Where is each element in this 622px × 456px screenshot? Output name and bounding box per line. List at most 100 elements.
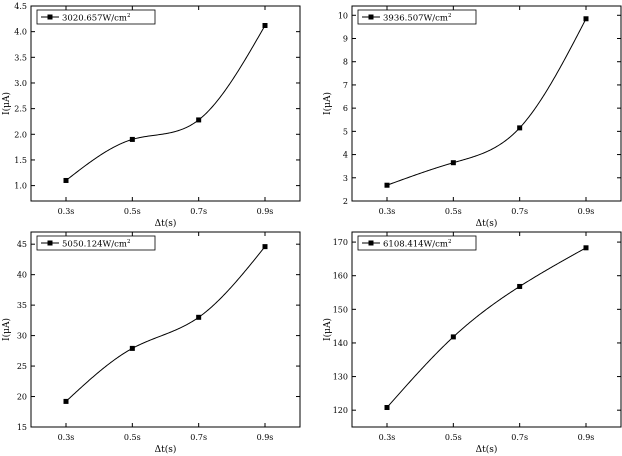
data-point xyxy=(196,314,202,320)
plot-frame xyxy=(351,5,622,202)
y-axis-title: I(μA) xyxy=(1,92,12,115)
chart-panel-4: 120 130 140 150 160 170 0.3s 0.5s 0.7s 0.9s Δt(s) I… xyxy=(322,231,622,455)
x-tick-label: 0.5s xyxy=(124,207,141,216)
x-tick-label: 0.3s xyxy=(58,207,75,216)
x-tick-label: 0.5s xyxy=(124,433,141,442)
y-axis-title: I(μA) xyxy=(322,318,333,341)
legend-label-superscript: 2 xyxy=(127,239,131,245)
series-line xyxy=(386,18,587,186)
data-point xyxy=(450,160,456,166)
y-tick-label: 2 xyxy=(343,197,348,206)
plot-frame xyxy=(351,231,622,428)
y-tick-label: 8 xyxy=(343,58,348,67)
y-tick-label: 30 xyxy=(17,332,27,341)
data-point xyxy=(517,125,523,131)
plot-frame xyxy=(30,231,301,428)
y-tick-label: 4.5 xyxy=(14,2,27,11)
chart-panel-2: 2 3 4 5 6 7 8 9 10 0.3s 0.5s 0.7s 0.9s Δt(s) I(μA) 3936… xyxy=(322,5,622,229)
y-tick-label: 15 xyxy=(17,423,27,432)
x-axis-title: Δt(s) xyxy=(155,444,177,455)
legend-label-superscript: 2 xyxy=(448,13,452,19)
legend-box xyxy=(36,235,156,251)
series-line xyxy=(65,246,266,402)
data-point xyxy=(262,23,268,28)
y-tick-label: 10 xyxy=(338,11,348,20)
y-axis-title: I(μA) xyxy=(322,92,333,115)
legend-marker xyxy=(47,240,53,246)
x-tick-label: 0.9s xyxy=(257,207,274,216)
x-tick-label: 0.7s xyxy=(190,433,207,442)
y-tick-label: 150 xyxy=(333,305,348,314)
y-tick-label: 3.0 xyxy=(14,79,27,88)
y-tick-label: 4.0 xyxy=(14,28,27,37)
x-tick-label: 0.5s xyxy=(445,207,462,216)
y-tick-label: 7 xyxy=(343,81,348,90)
y-tick-label: 1.5 xyxy=(14,156,27,165)
x-tick-label: 0.9s xyxy=(578,433,595,442)
y-tick-label: 40 xyxy=(17,271,27,280)
x-tick-label: 0.7s xyxy=(511,433,528,442)
data-point xyxy=(583,16,589,22)
data-point xyxy=(129,136,135,142)
y-tick-label: 2.5 xyxy=(14,105,27,114)
y-tick-label: 1.0 xyxy=(14,182,27,191)
data-point xyxy=(63,398,69,404)
y-axis-title: I(μA) xyxy=(1,318,12,341)
x-tick-label: 0.5s xyxy=(445,433,462,442)
y-tick-label: 3.5 xyxy=(14,53,27,62)
y-tick-label: 130 xyxy=(333,373,348,382)
legend-label-main: 3020.657W/cm xyxy=(62,14,127,24)
data-point xyxy=(384,182,390,188)
legend-label: 5050.124W/cm2 xyxy=(62,239,130,250)
legend-marker xyxy=(47,14,53,20)
x-tick-label: 0.7s xyxy=(511,207,528,216)
legend-box xyxy=(36,9,156,25)
x-axis-title: Δt(s) xyxy=(155,218,177,229)
x-tick-label: 0.3s xyxy=(379,207,396,216)
y-tick-label: 20 xyxy=(17,393,27,402)
x-tick-label: 0.9s xyxy=(578,207,595,216)
legend-label-main: 3936.507W/cm xyxy=(383,14,448,24)
y-tick-label: 45 xyxy=(17,240,27,249)
x-axis-title: Δt(s) xyxy=(476,218,498,229)
legend-label-superscript: 2 xyxy=(448,239,452,245)
legend-label: 3936.507W/cm2 xyxy=(383,13,451,24)
legend-label: 3020.657W/cm2 xyxy=(62,13,130,24)
y-tick-label: 140 xyxy=(333,339,348,348)
y-tick-label: 9 xyxy=(343,35,348,44)
legend-marker xyxy=(368,240,374,246)
data-point xyxy=(262,244,268,250)
y-tick-label: 6 xyxy=(343,104,348,113)
legend-label-main: 6108.414W/cm xyxy=(383,240,448,250)
legend-box xyxy=(357,235,477,251)
series-line xyxy=(65,25,266,181)
y-tick-label: 35 xyxy=(17,301,27,310)
y-tick-label: 120 xyxy=(333,406,348,415)
y-tick-label: 2.0 xyxy=(14,130,27,139)
y-tick-label: 5 xyxy=(343,127,348,136)
data-point xyxy=(129,345,135,351)
plot-frame xyxy=(30,5,301,202)
y-tick-label: 3 xyxy=(343,174,348,183)
data-point xyxy=(63,177,69,183)
data-point xyxy=(450,334,456,340)
x-tick-label: 0.3s xyxy=(379,433,396,442)
legend-label-main: 5050.124W/cm xyxy=(62,240,127,250)
legend-label-superscript: 2 xyxy=(127,13,131,19)
data-point xyxy=(196,117,202,123)
data-point xyxy=(517,283,523,289)
chart-panel-1: 1.0 1.5 2.0 2.5 3.0 3.5 4.0 4.5 0.3s 0.5s 0.7s 0.9s… xyxy=(1,2,301,229)
chart-panel-3: 15 20 25 30 35 40 45 0.3s 0.5s 0.7s 0.9s Δt(s) I(μA)… xyxy=(1,231,301,455)
legend-box xyxy=(357,9,477,25)
x-tick-label: 0.7s xyxy=(190,207,207,216)
data-point xyxy=(583,245,589,251)
y-tick-label: 170 xyxy=(333,238,348,247)
x-tick-label: 0.3s xyxy=(58,433,75,442)
legend-marker xyxy=(368,14,374,20)
data-point xyxy=(384,405,390,410)
series-line xyxy=(386,247,587,408)
y-tick-label: 25 xyxy=(17,362,27,371)
y-tick-label: 160 xyxy=(333,272,348,281)
legend-label: 6108.414W/cm2 xyxy=(383,239,451,250)
